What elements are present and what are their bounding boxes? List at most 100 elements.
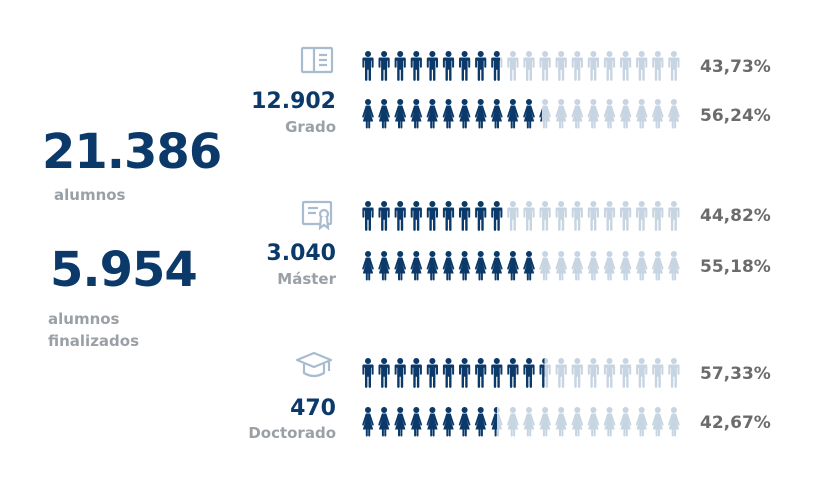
female-figure-icon <box>442 99 455 129</box>
male-figure-icon <box>652 51 664 81</box>
female-figure-icon <box>571 99 584 129</box>
percent-label-male: 44,82% <box>700 206 771 226</box>
female-figure-icon <box>474 407 487 437</box>
female-figure-icon <box>619 251 632 281</box>
category-value: 470 <box>290 396 336 421</box>
female-figure-icon <box>523 251 535 281</box>
female-figure-icon <box>378 99 390 129</box>
female-figure-icon <box>490 251 503 281</box>
male-figure-icon <box>394 201 406 231</box>
female-figure-icon <box>394 251 407 281</box>
percent-label-male: 43,73% <box>700 57 771 77</box>
male-figure-icon <box>571 201 583 231</box>
male-figure-icon <box>442 201 455 231</box>
female-figure-icon <box>378 407 390 437</box>
female-figure-icon <box>539 251 551 281</box>
female-figure-icon <box>362 99 374 129</box>
female-figure-icon <box>474 99 487 129</box>
female-figure-icon <box>635 251 648 281</box>
male-figure-icon <box>523 51 535 81</box>
female-figure-icon <box>635 407 648 437</box>
male-figure-icon <box>652 201 664 231</box>
male-figure-icon <box>410 358 422 388</box>
male-figure-icon <box>571 51 583 81</box>
male-figure-icon <box>571 358 583 388</box>
female-figure-icon <box>571 251 584 281</box>
male-figure-icon <box>442 51 455 81</box>
male-figure-icon <box>378 201 390 231</box>
graduation-cap-icon <box>294 348 334 382</box>
male-figure-icon <box>442 358 455 388</box>
female-figure-icon <box>490 99 503 129</box>
male-figure-icon <box>459 201 471 231</box>
female-figure-icon <box>442 407 455 437</box>
category-value: 3.040 <box>266 241 336 266</box>
pictogram-row-male <box>362 201 680 231</box>
male-figure-icon <box>539 201 551 231</box>
pictogram-row-female <box>362 407 680 437</box>
female-figure-icon <box>458 407 471 437</box>
male-figure-icon <box>475 358 487 388</box>
pictogram-row-male <box>362 358 680 388</box>
female-figure-icon <box>555 251 568 281</box>
female-figure-icon <box>410 407 423 437</box>
female-figure-icon <box>668 251 680 281</box>
category-label: Grado <box>285 118 336 136</box>
female-figure-icon <box>539 99 551 129</box>
percent-label-female: 55,18% <box>700 257 771 277</box>
graduated-label-line2: finalizados <box>48 332 140 350</box>
male-figure-icon <box>426 51 438 81</box>
male-figure-icon <box>555 201 567 231</box>
book-icon <box>298 44 338 78</box>
male-figure-icon <box>523 358 535 388</box>
female-figure-icon <box>426 99 439 129</box>
male-figure-icon <box>587 201 599 231</box>
female-figure-icon <box>442 251 455 281</box>
category-label: Doctorado <box>248 424 336 442</box>
male-figure-icon <box>362 358 374 388</box>
female-figure-icon <box>668 99 680 129</box>
female-figure-icon <box>587 99 600 129</box>
male-figure-icon <box>475 51 487 81</box>
category-label: Máster <box>277 270 336 288</box>
graduated-students-label: alumnos finalizados <box>48 308 139 352</box>
male-figure-icon <box>620 201 632 231</box>
female-figure-icon <box>410 251 423 281</box>
graduated-students-value: 5.954 <box>50 242 198 298</box>
total-students-label: alumnos <box>54 186 126 204</box>
female-figure-icon <box>378 251 390 281</box>
male-figure-icon <box>459 51 471 81</box>
male-figure-icon <box>620 358 632 388</box>
male-figure-icon <box>668 358 680 388</box>
male-figure-icon <box>475 201 487 231</box>
male-figure-icon <box>507 201 519 231</box>
female-figure-icon <box>426 407 439 437</box>
female-figure-icon <box>651 407 664 437</box>
female-figure-icon <box>603 251 616 281</box>
male-figure-icon <box>539 358 551 388</box>
female-figure-icon <box>555 407 568 437</box>
female-figure-icon <box>651 99 664 129</box>
female-figure-icon <box>394 99 407 129</box>
female-figure-icon <box>426 251 439 281</box>
female-figure-icon <box>635 99 648 129</box>
male-figure-icon <box>587 51 599 81</box>
male-figure-icon <box>539 51 551 81</box>
male-figure-icon <box>491 358 503 388</box>
female-figure-icon <box>619 99 632 129</box>
female-figure-icon <box>394 407 407 437</box>
female-figure-icon <box>555 99 568 129</box>
female-figure-icon <box>603 99 616 129</box>
male-figure-icon <box>587 358 599 388</box>
percent-label-female: 42,67% <box>700 413 771 433</box>
female-figure-icon <box>458 251 471 281</box>
graduated-label-line1: alumnos <box>48 310 120 328</box>
female-figure-icon <box>523 99 535 129</box>
male-figure-icon <box>426 201 438 231</box>
female-figure-icon <box>362 251 374 281</box>
female-figure-icon <box>651 251 664 281</box>
female-figure-icon <box>587 407 600 437</box>
male-figure-icon <box>459 358 471 388</box>
male-figure-icon <box>410 51 422 81</box>
male-figure-icon <box>426 358 438 388</box>
